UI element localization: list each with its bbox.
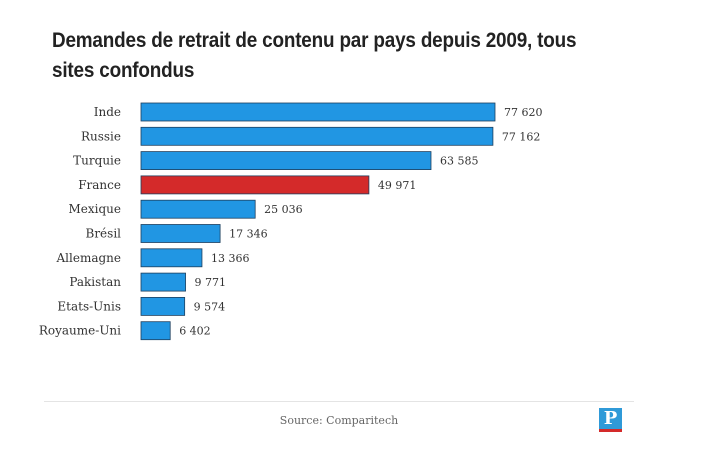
value-label-mexique: 25 036 [264,203,303,216]
value-label-inde: 77 620 [504,106,543,119]
value-label-allemagne: 13 366 [211,252,250,265]
bar-allemagne [140,248,203,268]
category-label-inde: Inde [94,105,121,119]
bar-inde [140,102,496,122]
category-label-mexique: Mexique [68,202,121,216]
bar-pakistan [140,272,186,292]
bar-chart: Inde 77 620 Russie 77 162 Turquie 63 585 Franc… [39,102,543,341]
bar-bresil [140,224,221,243]
logo-red-bar [599,429,622,432]
category-label-russie: Russie [81,129,121,143]
bar-mexique [140,199,256,219]
value-label-bresil: 17 346 [229,228,268,241]
category-label-france: France [78,178,121,192]
value-label-etats-unis: 9 574 [194,300,226,313]
bar-france [140,175,370,195]
category-label-royaume-uni: Royaume-Uni [39,324,121,338]
value-label-pakistan: 9 771 [195,276,227,289]
category-label-turquie: Turquie [73,154,121,168]
value-label-turquie: 63 585 [440,155,479,168]
bar-russie [140,126,494,146]
le-parisien-logo-icon: P [599,408,622,432]
bar-etats-unis [140,296,186,316]
footer-divider [44,401,634,402]
category-label-bresil: Brésil [86,227,122,241]
source-text: Source: Comparitech [279,414,399,427]
value-label-russie: 77 162 [502,130,541,143]
chart-title: Demandes de retrait de contenu par pays … [52,29,577,82]
bar-royaume-uni [140,321,171,341]
category-label-etats-unis: Etats-Unis [57,299,121,313]
value-label-royaume-uni: 6 402 [179,325,211,338]
category-label-pakistan: Pakistan [69,275,121,289]
logo-letter: P [603,408,618,429]
value-label-france: 49 971 [378,179,417,192]
category-label-allemagne: Allemagne [56,251,122,265]
bar-turquie [140,151,432,171]
